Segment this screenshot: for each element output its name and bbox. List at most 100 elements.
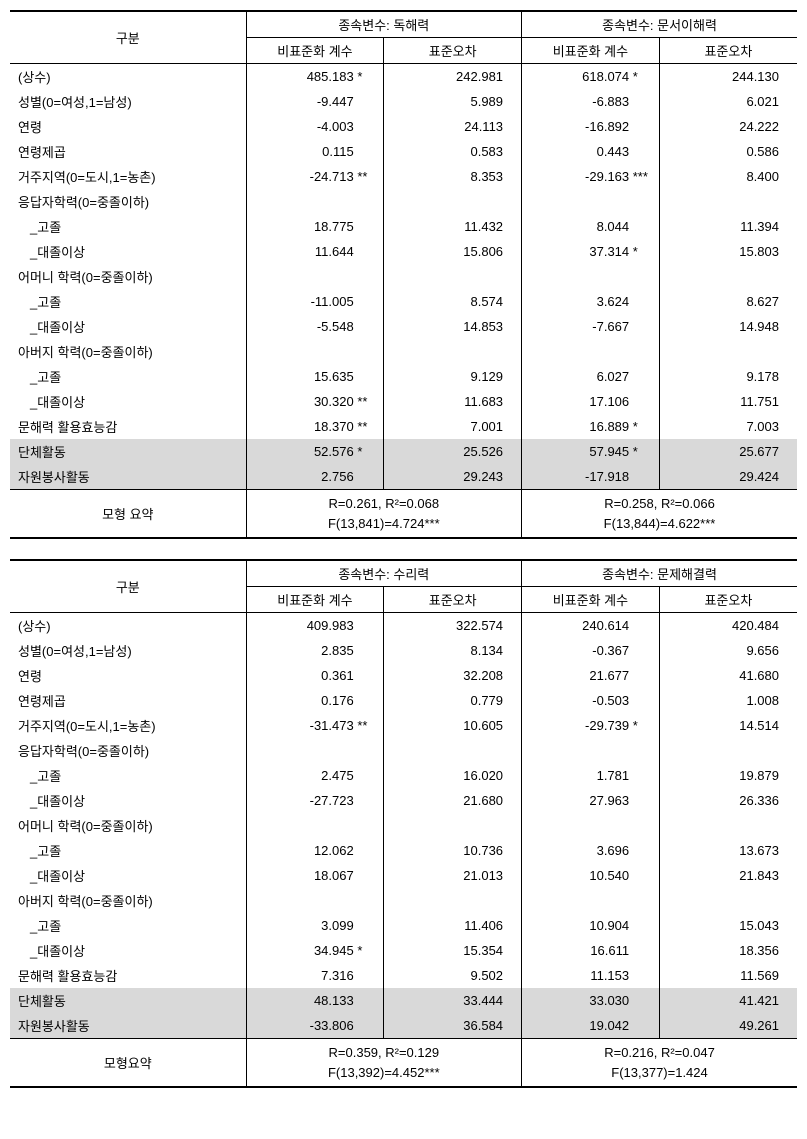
coef-value: 30.320 ** bbox=[246, 389, 384, 414]
coef-value: 21.677 bbox=[522, 663, 660, 688]
se-value: 25.526 bbox=[384, 439, 522, 464]
model-summary-2: R=0.216, R²=0.047F(13,377)=1.424 bbox=[522, 1039, 797, 1088]
model-summary-1: R=0.261, R²=0.068F(13,841)=4.724*** bbox=[246, 490, 521, 539]
header-category: 구분 bbox=[10, 11, 246, 64]
table-row: 단체활동48.133 33.44433.030 41.421 bbox=[10, 988, 797, 1013]
coef-value: -24.713 ** bbox=[246, 164, 384, 189]
summary-label: 모형요약 bbox=[10, 1039, 246, 1088]
coef-value: 33.030 bbox=[522, 988, 660, 1013]
table-row: 어머니 학력(0=중졸이하) bbox=[10, 813, 797, 838]
se-value: 14.948 bbox=[659, 314, 797, 339]
coef-value: 16.611 bbox=[522, 938, 660, 963]
header-dv1: 종속변수: 수리력 bbox=[246, 560, 521, 587]
header-dv2: 종속변수: 문제해결력 bbox=[522, 560, 797, 587]
row-label: 연령제곱 bbox=[10, 139, 246, 164]
row-label: 자원봉사활동 bbox=[10, 464, 246, 490]
coef-value: -9.447 bbox=[246, 89, 384, 114]
se-value: 11.432 bbox=[384, 214, 522, 239]
coef-value: 2.756 bbox=[246, 464, 384, 490]
se-value: 11.751 bbox=[659, 389, 797, 414]
coef-value: 37.314 * bbox=[522, 239, 660, 264]
coef-value: 27.963 bbox=[522, 788, 660, 813]
table-row: _대졸이상-27.723 21.68027.963 26.336 bbox=[10, 788, 797, 813]
se-value: 420.484 bbox=[659, 613, 797, 639]
row-label: 성별(0=여성,1=남성) bbox=[10, 638, 246, 663]
table-row: 연령0.361 32.20821.677 41.680 bbox=[10, 663, 797, 688]
coef-value: 48.133 bbox=[246, 988, 384, 1013]
se-value: 9.502 bbox=[384, 963, 522, 988]
se-value: 9.178 bbox=[659, 364, 797, 389]
coef-value: 11.153 bbox=[522, 963, 660, 988]
table-row: 단체활동52.576 *25.52657.945 *25.677 bbox=[10, 439, 797, 464]
coef-value: 10.904 bbox=[522, 913, 660, 938]
header-coef-2: 비표준화 계수 bbox=[522, 38, 660, 64]
se-value: 242.981 bbox=[384, 64, 522, 90]
se-value: 15.043 bbox=[659, 913, 797, 938]
se-value: 21.013 bbox=[384, 863, 522, 888]
se-value: 11.683 bbox=[384, 389, 522, 414]
table-row: 연령제곱0.176 0.779-0.503 1.008 bbox=[10, 688, 797, 713]
coef-value: 0.361 bbox=[246, 663, 384, 688]
se-value: 0.779 bbox=[384, 688, 522, 713]
row-label: _고졸 bbox=[10, 913, 246, 938]
table-row: 거주지역(0=도시,1=농촌)-31.473 **10.605-29.739 *… bbox=[10, 713, 797, 738]
table-row: _고졸15.635 9.1296.027 9.178 bbox=[10, 364, 797, 389]
coef-value: -27.723 bbox=[246, 788, 384, 813]
se-value: 9.129 bbox=[384, 364, 522, 389]
table-row: 거주지역(0=도시,1=농촌)-24.713 **8.353-29.163 **… bbox=[10, 164, 797, 189]
coef-value: 7.316 bbox=[246, 963, 384, 988]
model-summary-2: R=0.258, R²=0.066F(13,844)=4.622*** bbox=[522, 490, 797, 539]
se-value: 41.421 bbox=[659, 988, 797, 1013]
coef-value: 485.183 * bbox=[246, 64, 384, 90]
coef-value: -29.739 * bbox=[522, 713, 660, 738]
se-value: 5.989 bbox=[384, 89, 522, 114]
coef-value: 34.945 * bbox=[246, 938, 384, 963]
row-label: _대졸이상 bbox=[10, 938, 246, 963]
se-value: 32.208 bbox=[384, 663, 522, 688]
coef-value: 409.983 bbox=[246, 613, 384, 639]
coef-value: 17.106 bbox=[522, 389, 660, 414]
coef-value: 19.042 bbox=[522, 1013, 660, 1039]
se-value: 29.243 bbox=[384, 464, 522, 490]
se-value: 19.879 bbox=[659, 763, 797, 788]
coef-value: -29.163 *** bbox=[522, 164, 660, 189]
row-label: (상수) bbox=[10, 64, 246, 90]
coef-value: 18.370 ** bbox=[246, 414, 384, 439]
header-coef-1: 비표준화 계수 bbox=[246, 587, 384, 613]
se-value: 13.673 bbox=[659, 838, 797, 863]
coef-value: -0.367 bbox=[522, 638, 660, 663]
row-label: 어머니 학력(0=중졸이하) bbox=[10, 264, 246, 289]
table-row: _대졸이상18.067 21.01310.540 21.843 bbox=[10, 863, 797, 888]
row-label: 연령 bbox=[10, 114, 246, 139]
se-value: 16.020 bbox=[384, 763, 522, 788]
coef-value: 15.635 bbox=[246, 364, 384, 389]
coef-value: -0.503 bbox=[522, 688, 660, 713]
se-value: 15.803 bbox=[659, 239, 797, 264]
se-value: 14.514 bbox=[659, 713, 797, 738]
coef-value: -5.548 bbox=[246, 314, 384, 339]
table-row: _대졸이상-5.548 14.853-7.667 14.948 bbox=[10, 314, 797, 339]
row-label: _고졸 bbox=[10, 838, 246, 863]
row-label: 거주지역(0=도시,1=농촌) bbox=[10, 713, 246, 738]
coef-value: 18.067 bbox=[246, 863, 384, 888]
se-value: 21.843 bbox=[659, 863, 797, 888]
se-value: 24.222 bbox=[659, 114, 797, 139]
row-label: 연령제곱 bbox=[10, 688, 246, 713]
se-value: 36.584 bbox=[384, 1013, 522, 1039]
se-value: 10.736 bbox=[384, 838, 522, 863]
row-label: 어머니 학력(0=중졸이하) bbox=[10, 813, 246, 838]
se-value: 18.356 bbox=[659, 938, 797, 963]
se-value: 8.134 bbox=[384, 638, 522, 663]
coef-value: 1.781 bbox=[522, 763, 660, 788]
se-value: 8.574 bbox=[384, 289, 522, 314]
table-row: _고졸18.775 11.4328.044 11.394 bbox=[10, 214, 797, 239]
row-label: _대졸이상 bbox=[10, 314, 246, 339]
table-row: 응답자학력(0=중졸이하) bbox=[10, 189, 797, 214]
table-row: _대졸이상11.644 15.80637.314 *15.803 bbox=[10, 239, 797, 264]
regression-table-2: 구분종속변수: 수리력종속변수: 문제해결력비표준화 계수표준오차비표준화 계수… bbox=[10, 559, 797, 1088]
se-value: 15.354 bbox=[384, 938, 522, 963]
coef-value: 240.614 bbox=[522, 613, 660, 639]
row-label: 문해력 활용효능감 bbox=[10, 963, 246, 988]
row-label: 연령 bbox=[10, 663, 246, 688]
table-row: _고졸12.062 10.7363.696 13.673 bbox=[10, 838, 797, 863]
